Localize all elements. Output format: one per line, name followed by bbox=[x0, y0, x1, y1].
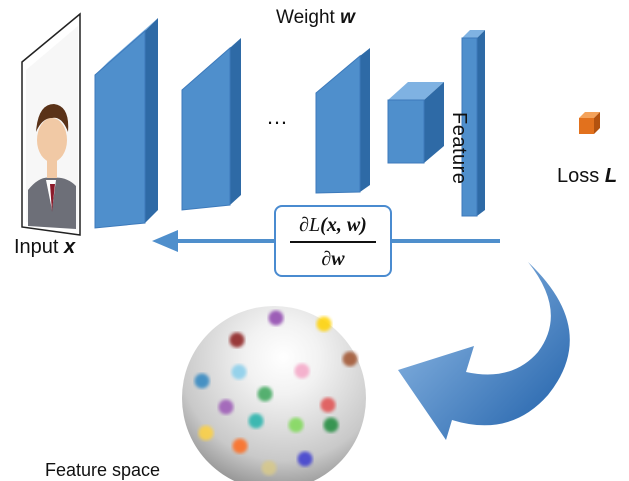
weight-text: Weight bbox=[276, 7, 335, 28]
weight-symbol: w bbox=[340, 7, 355, 28]
feature-dot bbox=[320, 397, 336, 413]
feature-dot bbox=[294, 363, 310, 379]
gradient-formula-box: ∂L(x, w) ∂w bbox=[274, 205, 392, 277]
feature-dot bbox=[268, 310, 284, 326]
feature-dot bbox=[198, 425, 214, 441]
numerator-args: (x, w) bbox=[320, 214, 367, 236]
conv-layer-block-4 bbox=[387, 82, 444, 164]
gradient-numerator: ∂L(x, w) bbox=[276, 207, 390, 237]
conv-layer-block-3 bbox=[315, 48, 370, 194]
denominator-weight: w bbox=[331, 247, 345, 270]
loss-symbol: L bbox=[604, 165, 618, 187]
ellipsis-label: … bbox=[266, 104, 288, 130]
curved-arrow bbox=[398, 262, 570, 440]
feature-text: Feature bbox=[448, 112, 470, 185]
feature-dot bbox=[218, 399, 234, 415]
conv-layer-block-1 bbox=[94, 18, 158, 229]
loss-text: Loss bbox=[557, 165, 600, 187]
feature-dot bbox=[323, 417, 339, 433]
numerator-partial: ∂ bbox=[299, 214, 310, 236]
feature-dot bbox=[232, 438, 248, 454]
feature-dot bbox=[261, 460, 277, 476]
feature-dot bbox=[316, 316, 332, 332]
input-text: Input bbox=[14, 236, 59, 258]
feature-dot bbox=[257, 386, 273, 402]
numerator-loss: L bbox=[309, 214, 321, 236]
feature-layer-block bbox=[461, 30, 485, 217]
feature-dot bbox=[231, 364, 247, 380]
feature-dot bbox=[248, 413, 264, 429]
conv-layer-block-2 bbox=[181, 38, 241, 211]
gradient-denominator: ∂w bbox=[276, 243, 390, 271]
feature-dot bbox=[297, 451, 313, 467]
fraction-bar bbox=[290, 241, 376, 243]
feature-sphere bbox=[182, 306, 366, 481]
denominator-partial: ∂ bbox=[321, 247, 332, 270]
feature-dot bbox=[288, 417, 304, 433]
feature-dot bbox=[229, 332, 245, 348]
loss-label: Loss L bbox=[557, 165, 617, 188]
input-image bbox=[21, 12, 81, 236]
loss-cube bbox=[579, 112, 600, 134]
feature-dot bbox=[342, 351, 358, 367]
feature-space-text: Feature space bbox=[45, 460, 161, 480]
feature-dot bbox=[194, 373, 210, 389]
input-symbol: x bbox=[64, 236, 76, 258]
ellipsis: … bbox=[266, 104, 288, 129]
input-label: Input x bbox=[14, 236, 75, 259]
feature-space-label: Feature space bbox=[45, 460, 160, 481]
weight-label: Weight w bbox=[276, 7, 355, 29]
feature-label: Feature bbox=[447, 112, 470, 184]
feature-dots bbox=[194, 310, 358, 476]
